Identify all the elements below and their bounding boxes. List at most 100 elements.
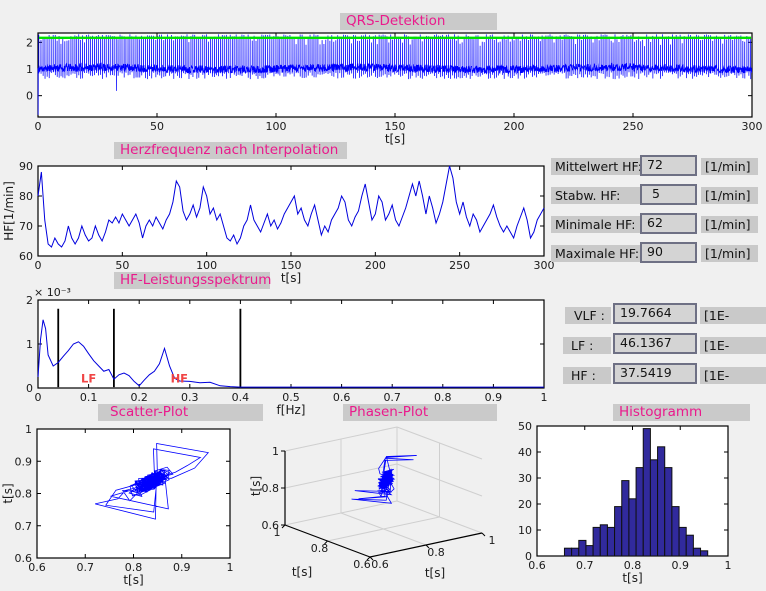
svg-text:200: 200 bbox=[365, 259, 386, 272]
svg-text:0.6: 0.6 bbox=[15, 552, 33, 565]
svg-text:1: 1 bbox=[272, 445, 279, 458]
svg-text:0.8: 0.8 bbox=[262, 482, 280, 495]
spectrum-plot: 0 0.1 0.2 0.3 0.4 0.5 0.6 0.7 0.8 0.9 1 0 1 2 f[Hz] × 1… bbox=[26, 286, 548, 417]
svg-text:HF[1/min]: HF[1/min] bbox=[2, 181, 16, 241]
svg-text:60: 60 bbox=[19, 250, 33, 263]
svg-text:300: 300 bbox=[534, 259, 555, 272]
svg-text:40: 40 bbox=[518, 446, 532, 459]
svg-text:0: 0 bbox=[525, 550, 532, 563]
svg-text:0.6: 0.6 bbox=[333, 391, 351, 404]
stabw-hf-label: Stabw. HF: bbox=[551, 187, 641, 204]
svg-text:200: 200 bbox=[504, 120, 525, 133]
svg-text:1: 1 bbox=[274, 526, 281, 539]
svg-text:0.9: 0.9 bbox=[485, 391, 503, 404]
svg-text:0.3: 0.3 bbox=[181, 391, 199, 404]
svg-text:t[s]: t[s] bbox=[292, 565, 312, 579]
svg-text:1: 1 bbox=[25, 423, 32, 436]
svg-text:t[s]: t[s] bbox=[425, 566, 445, 580]
svg-text:× 10⁻³: × 10⁻³ bbox=[34, 286, 71, 299]
svg-text:0.7: 0.7 bbox=[576, 559, 594, 572]
svg-text:150: 150 bbox=[385, 120, 406, 133]
svg-text:1: 1 bbox=[227, 561, 234, 574]
svg-text:0.6: 0.6 bbox=[28, 561, 46, 574]
svg-text:0.8: 0.8 bbox=[624, 559, 642, 572]
lf-unit: [1E- bbox=[700, 337, 766, 354]
svg-text:90: 90 bbox=[19, 160, 33, 173]
svg-text:0.7: 0.7 bbox=[383, 391, 401, 404]
svg-text:t[s]: t[s] bbox=[123, 573, 143, 587]
svg-text:0.8: 0.8 bbox=[15, 488, 33, 501]
qrs-plot: 0 50 100 150 200 250 300 0 1 2 t[s] bbox=[26, 32, 763, 146]
svg-text:0.4: 0.4 bbox=[232, 391, 250, 404]
svg-text:0.9: 0.9 bbox=[173, 561, 191, 574]
svg-text:100: 100 bbox=[266, 120, 287, 133]
spectrum-plot-title: HF-Leistungsspektrum bbox=[114, 272, 271, 289]
minimale-hf-field[interactable]: 62 bbox=[640, 213, 697, 234]
svg-text:70: 70 bbox=[19, 220, 33, 233]
lf-field[interactable]: 46.1367 bbox=[613, 333, 697, 354]
phase-plot-title: Phasen-Plot bbox=[343, 404, 497, 421]
svg-text:0.7: 0.7 bbox=[77, 561, 95, 574]
maximale-hf-label: Maximale HF: bbox=[551, 245, 641, 262]
svg-text:HF: HF bbox=[171, 371, 188, 385]
svg-text:1: 1 bbox=[541, 391, 548, 404]
scatter-plot-title: Scatter-Plot bbox=[98, 404, 263, 421]
mittelwert-hf-field[interactable]: 72 bbox=[640, 155, 697, 176]
svg-text:0: 0 bbox=[26, 382, 33, 395]
heart-rate-plot-title: Herzfrequenz nach Interpolation bbox=[114, 142, 347, 159]
svg-text:30: 30 bbox=[518, 472, 532, 485]
svg-text:50: 50 bbox=[518, 420, 532, 433]
mittelwert-hf-label: Mittelwert HF: bbox=[551, 158, 642, 175]
svg-text:0.6: 0.6 bbox=[262, 519, 280, 532]
svg-text:100: 100 bbox=[196, 259, 217, 272]
svg-text:0.9: 0.9 bbox=[672, 559, 690, 572]
svg-text:300: 300 bbox=[742, 120, 763, 133]
svg-text:10: 10 bbox=[518, 524, 532, 537]
vlf-field[interactable]: 19.7664 bbox=[613, 303, 697, 324]
svg-text:f[Hz]: f[Hz] bbox=[277, 403, 306, 417]
svg-text:0.6: 0.6 bbox=[371, 558, 389, 571]
svg-text:0: 0 bbox=[35, 391, 42, 404]
mittelwert-hf-unit: [1/min] bbox=[701, 158, 758, 175]
svg-text:t[s]: t[s] bbox=[250, 476, 263, 496]
hf-field[interactable]: 37.5419 bbox=[613, 363, 697, 384]
maximale-hf-field[interactable]: 90 bbox=[640, 242, 697, 263]
svg-text:t[s]: t[s] bbox=[622, 571, 642, 585]
svg-text:t[s]: t[s] bbox=[1, 483, 15, 503]
svg-text:0: 0 bbox=[26, 90, 33, 103]
svg-text:150: 150 bbox=[281, 259, 302, 272]
vlf-label: VLF : bbox=[565, 307, 611, 324]
maximale-hf-unit: [1/min] bbox=[701, 245, 758, 262]
svg-text:0: 0 bbox=[35, 259, 42, 272]
svg-text:0.8: 0.8 bbox=[125, 561, 143, 574]
svg-text:2: 2 bbox=[26, 36, 33, 49]
svg-text:0.8: 0.8 bbox=[311, 542, 329, 555]
svg-text:1: 1 bbox=[725, 559, 732, 572]
lf-label: LF : bbox=[563, 337, 611, 354]
svg-text:250: 250 bbox=[623, 120, 644, 133]
svg-text:1: 1 bbox=[26, 63, 33, 76]
svg-text:1: 1 bbox=[26, 338, 33, 351]
svg-text:0: 0 bbox=[35, 120, 42, 133]
stabw-hf-field[interactable]: 5 bbox=[640, 184, 697, 205]
stabw-hf-unit: [1/min] bbox=[701, 187, 758, 204]
heart-rate-plot: 0 50 100 150 200 250 300 60 70 80 90 t[s] HF[1/min] bbox=[2, 160, 555, 285]
hf-unit: [1E- bbox=[700, 367, 766, 384]
phase-plot: 10.80.6 0.60.810.60.81t[s] t[s]t[s] bbox=[250, 426, 496, 580]
histogram-plot-title: Histogramm bbox=[613, 404, 750, 421]
svg-text:250: 250 bbox=[449, 259, 470, 272]
svg-text:0.8: 0.8 bbox=[434, 391, 452, 404]
svg-text:0.2: 0.2 bbox=[130, 391, 148, 404]
svg-text:t[s]: t[s] bbox=[385, 132, 405, 146]
vlf-unit: [1E- bbox=[700, 307, 766, 324]
hf-label: HF : bbox=[563, 367, 611, 384]
svg-text:20: 20 bbox=[518, 498, 532, 511]
svg-text:0.1: 0.1 bbox=[80, 391, 98, 404]
svg-text:0.5: 0.5 bbox=[282, 391, 300, 404]
scatter-plot: 0.6 0.7 0.8 0.9 1 0.6 0.7 0.8 0.9 1 t[s] t[s] bbox=[1, 423, 234, 587]
svg-text:80: 80 bbox=[19, 190, 33, 203]
svg-text:50: 50 bbox=[150, 120, 164, 133]
svg-text:50: 50 bbox=[115, 259, 129, 272]
svg-text:t[s]: t[s] bbox=[281, 271, 301, 285]
